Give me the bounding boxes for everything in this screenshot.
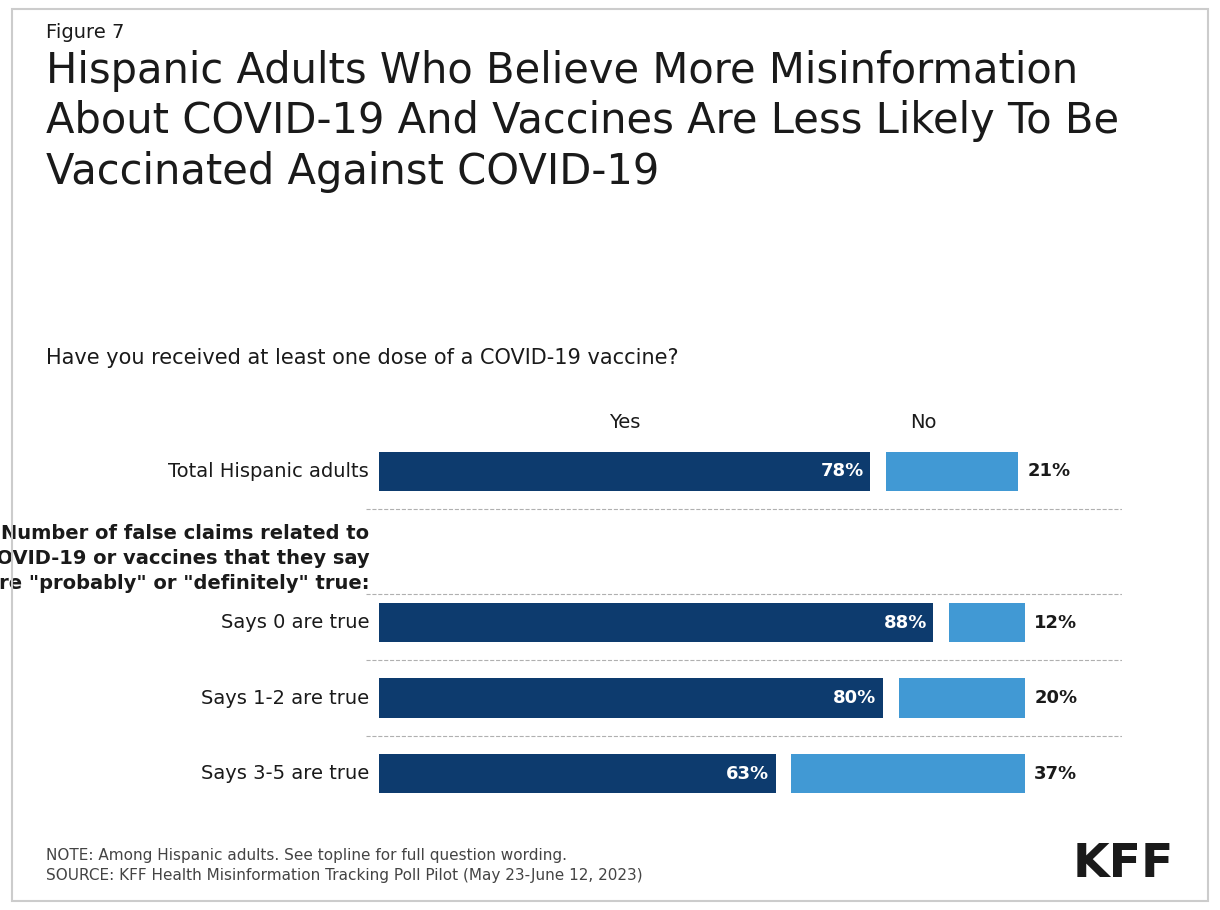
Text: Hispanic Adults Who Believe More Misinformation
About COVID-19 And Vaccines Are : Hispanic Adults Who Believe More Misinfo… [46,50,1120,193]
Bar [899,679,1025,718]
Text: Total Hispanic adults: Total Hispanic adults [168,462,370,481]
Text: 21%: 21% [1027,462,1071,480]
Bar [378,679,883,718]
Text: NOTE: Among Hispanic adults. See topline for full question wording.
SOURCE: KFF : NOTE: Among Hispanic adults. See topline… [46,848,643,883]
Text: 78%: 78% [821,462,864,480]
Text: No: No [910,413,937,432]
Text: Figure 7: Figure 7 [46,23,124,42]
Bar [378,754,776,794]
Text: 37%: 37% [1035,764,1077,783]
Text: KFF: KFF [1072,843,1174,887]
Text: Says 1-2 are true: Says 1-2 are true [201,689,370,708]
Text: Yes: Yes [609,413,640,432]
Text: Says 0 are true: Says 0 are true [221,613,370,632]
Bar [949,603,1025,642]
Text: 20%: 20% [1035,689,1077,707]
Text: Says 3-5 are true: Says 3-5 are true [201,764,370,784]
Text: 88%: 88% [883,613,927,632]
Bar [378,452,870,491]
Text: Number of false claims related to
COVID-19 or vaccines that they say
are "probab: Number of false claims related to COVID-… [0,524,370,592]
Bar [792,754,1025,794]
Text: 12%: 12% [1035,613,1077,632]
Bar [886,452,1019,491]
Text: 63%: 63% [726,764,770,783]
Text: Have you received at least one dose of a COVID-19 vaccine?: Have you received at least one dose of a… [46,348,680,368]
Text: 80%: 80% [833,689,876,707]
Bar [378,603,933,642]
